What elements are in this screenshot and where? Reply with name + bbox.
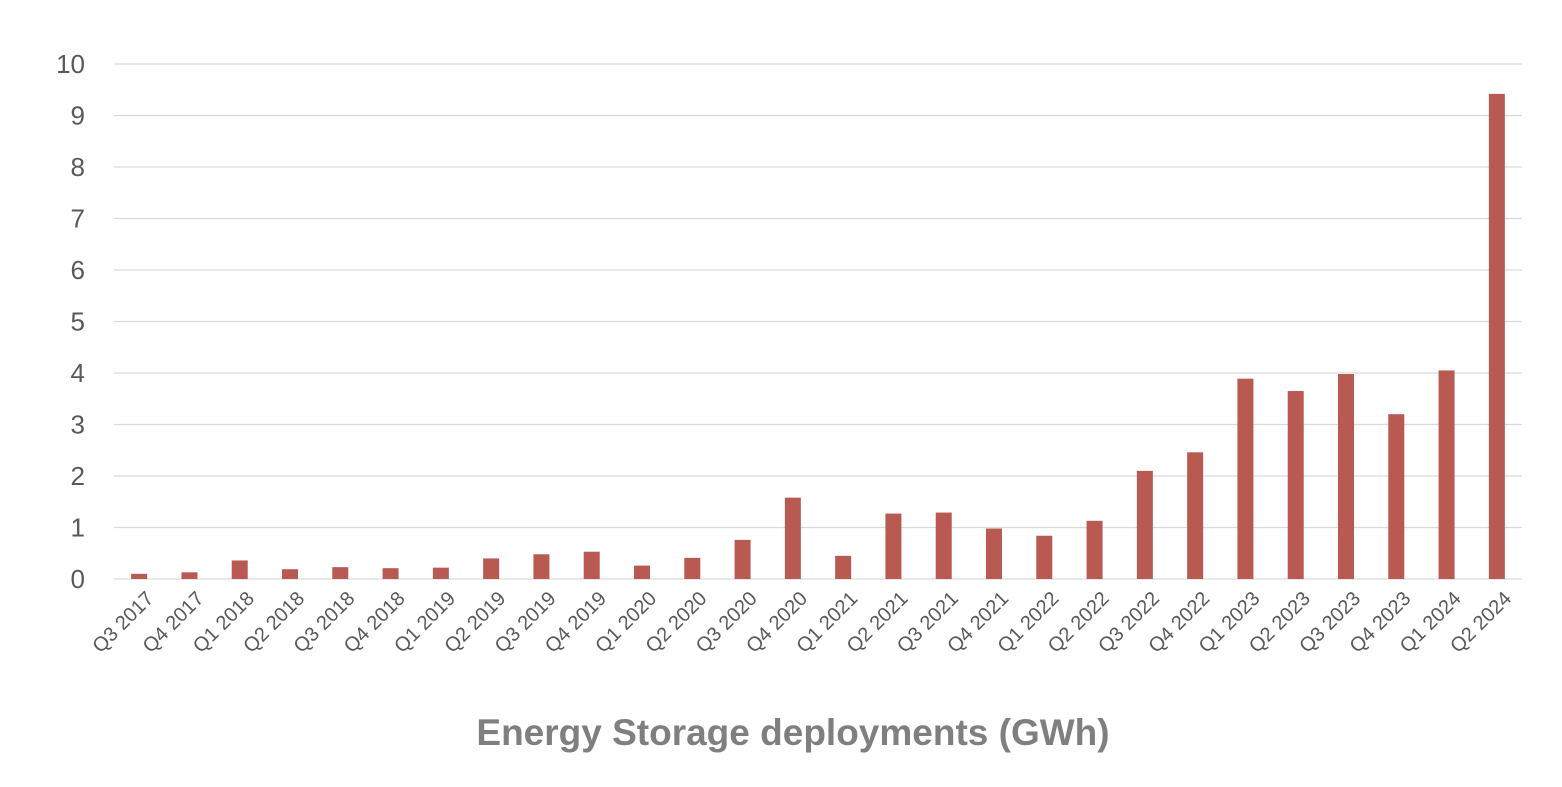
- y-tick-label: 10: [56, 49, 85, 79]
- bar-q3-2019: [533, 554, 550, 579]
- bar-q1-2021: [835, 555, 852, 579]
- bar-q4-2019: [583, 551, 600, 579]
- y-tick-label: 2: [71, 461, 85, 491]
- bar-q1-2020: [634, 565, 650, 579]
- y-tick-label: 7: [71, 204, 85, 234]
- y-axis-tick-labels: 0 1 2 3 4 5 6 7 8 9 10: [56, 49, 85, 594]
- bar-q1-2019: [432, 567, 449, 579]
- bar-q1-2023: [1237, 378, 1254, 579]
- bar-q4-2023: [1388, 414, 1405, 579]
- bar-q4-2017: [181, 572, 198, 579]
- bar-q4-2020: [784, 497, 801, 579]
- bar-q1-2018: [231, 560, 248, 579]
- bar-q3-2023: [1338, 374, 1354, 579]
- bar-q4-2018: [382, 568, 399, 579]
- y-tick-label: 0: [71, 564, 85, 594]
- y-tick-label: 5: [71, 307, 85, 337]
- y-tick-label: 8: [71, 152, 85, 182]
- y-tick-label: 4: [71, 358, 85, 388]
- y-tick-label: 6: [71, 255, 85, 285]
- bar-q3-2022: [1136, 470, 1153, 579]
- bar-q2-2018: [282, 569, 298, 579]
- bar-q2-2022: [1086, 520, 1103, 579]
- bar-q3-2021: [935, 512, 952, 579]
- y-tick-label: 1: [71, 513, 85, 543]
- y-tick-label: 3: [71, 410, 85, 440]
- bar-q2-2023: [1287, 391, 1304, 579]
- bar-q3-2017: [131, 573, 148, 579]
- bar-q2-2021: [885, 513, 902, 579]
- bars: [131, 93, 1505, 580]
- bar-q2-2020: [684, 557, 701, 579]
- gridlines: [114, 63, 1522, 580]
- x-axis-title: Energy Storage deployments (GWh): [476, 712, 1109, 753]
- bar-q1-2024: [1438, 370, 1455, 579]
- bar-q3-2020: [734, 539, 751, 579]
- bar-q3-2018: [332, 567, 349, 579]
- bar-q2-2019: [483, 558, 500, 579]
- y-tick-label: 9: [71, 101, 85, 131]
- bar-q4-2021: [986, 528, 1002, 579]
- bar-q4-2022: [1187, 452, 1204, 579]
- bar-q2-2024: [1488, 93, 1505, 580]
- bar-q1-2022: [1036, 535, 1053, 579]
